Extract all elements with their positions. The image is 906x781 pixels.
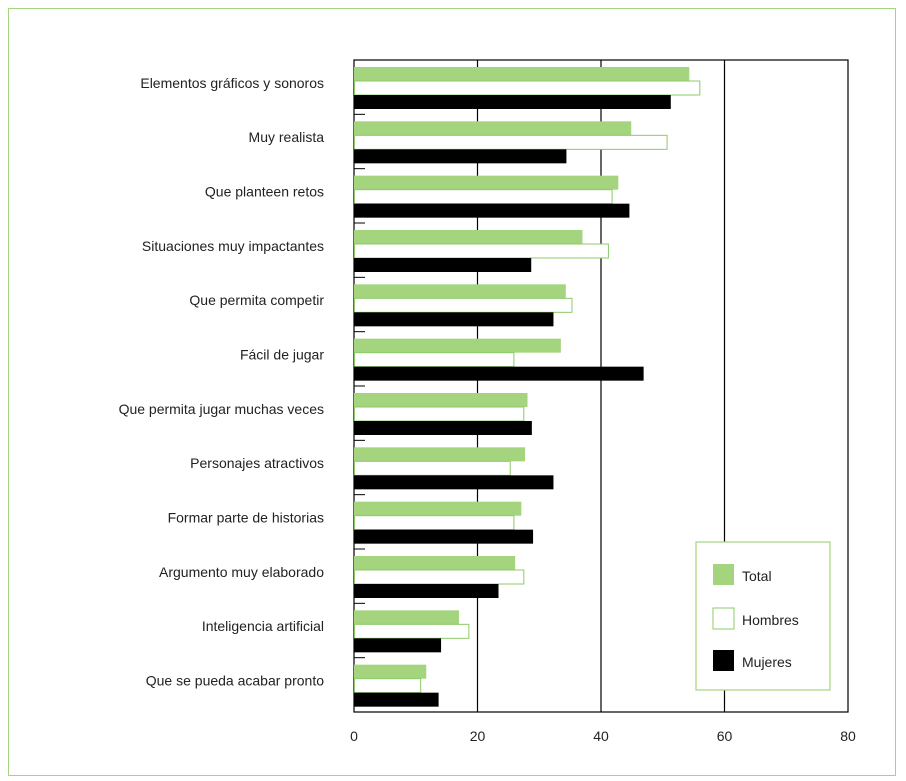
category-label: Muy realista xyxy=(249,129,325,145)
bar-hombres xyxy=(354,297,573,313)
bar-total xyxy=(354,501,522,516)
bar-hombres xyxy=(354,623,470,639)
bar-hombres xyxy=(354,134,668,150)
legend-label: Total xyxy=(742,568,772,584)
bar-mujeres xyxy=(354,584,499,598)
bar-mujeres xyxy=(354,312,554,327)
x-tick-label: 20 xyxy=(470,728,486,744)
bar-mujeres xyxy=(354,203,630,218)
category-label: Inteligencia artificial xyxy=(202,618,324,634)
legend-swatch-mujeres xyxy=(713,650,734,671)
x-tick-label: 60 xyxy=(717,728,733,744)
bar-hombres xyxy=(354,189,613,205)
bar-total xyxy=(354,556,516,570)
bar-total xyxy=(354,447,526,462)
category-label: Argumento muy elaborado xyxy=(159,564,324,580)
legend-swatch-hombres xyxy=(712,607,735,630)
category-label: Formar parte de historias xyxy=(168,510,324,526)
bar-hombres xyxy=(354,406,525,422)
bar-total xyxy=(354,338,561,353)
bar-hombres xyxy=(354,678,422,694)
legend-swatch-total xyxy=(713,564,734,585)
legend: Total Hombres Mujeres xyxy=(695,541,831,691)
bar-hombres xyxy=(354,460,511,476)
category-label: Situaciones muy impactantes xyxy=(142,238,324,254)
category-label: Que planteen retos xyxy=(205,184,324,200)
bar-total xyxy=(354,67,690,81)
bar-mujeres xyxy=(354,149,567,164)
bar-hombres xyxy=(354,243,609,259)
bar-mujeres xyxy=(354,475,554,490)
bar-total xyxy=(354,393,528,407)
legend-label: Hombres xyxy=(742,612,799,628)
bar-mujeres xyxy=(354,638,442,653)
category-label: Que permita competir xyxy=(189,292,324,308)
bar-total xyxy=(354,664,427,679)
bar-mujeres xyxy=(354,529,534,544)
bar-mujeres xyxy=(354,421,532,435)
bar-total xyxy=(354,175,619,190)
bar-hombres xyxy=(354,352,515,368)
category-label: Elementos gráficos y sonoros xyxy=(140,75,324,91)
bar-total xyxy=(354,610,459,625)
category-label: Que se pueda acabar pronto xyxy=(146,673,324,689)
bar-hombres xyxy=(354,569,525,585)
x-tick-label: 80 xyxy=(840,728,856,744)
category-label: Fácil de jugar xyxy=(240,347,324,363)
category-label: Personajes atractivos xyxy=(190,455,324,471)
x-tick-label: 40 xyxy=(593,728,609,744)
plot-area: Elementos gráficos y sonoros Muy realista… xyxy=(119,59,856,744)
bar-hombres xyxy=(354,515,515,531)
category-label: Que permita jugar muchas veces xyxy=(119,401,324,417)
bar-total xyxy=(354,284,566,299)
legend-label: Mujeres xyxy=(742,654,792,670)
bar-mujeres xyxy=(354,258,532,272)
bar-total xyxy=(354,121,632,136)
bar-total xyxy=(354,230,583,244)
bar-mujeres xyxy=(354,95,671,109)
bar-hombres xyxy=(354,80,701,96)
bar-mujeres xyxy=(354,692,439,707)
chart-frame xyxy=(8,8,896,776)
bar-mujeres xyxy=(354,366,644,381)
x-tick-label: 0 xyxy=(350,728,358,744)
